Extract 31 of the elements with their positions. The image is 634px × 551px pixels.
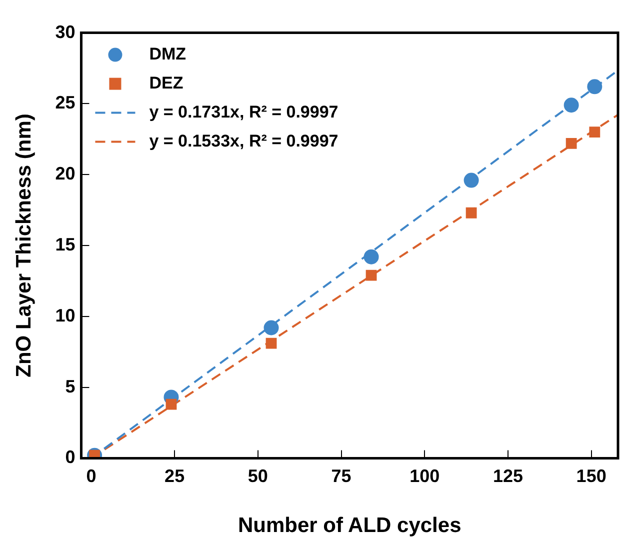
point xyxy=(466,207,477,218)
y-tick-label: 20 xyxy=(55,164,76,184)
point xyxy=(166,398,177,410)
legend-label: y = 0.1533x, R² = 0.9997 xyxy=(149,131,338,150)
y-tick-label: 0 xyxy=(65,447,76,468)
x-tick-label: 75 xyxy=(331,466,352,486)
y-tick-label: 5 xyxy=(65,376,76,396)
legend-label: y = 0.1731x, R² = 0.9997 xyxy=(149,102,338,122)
x-tick-label: 150 xyxy=(576,466,606,486)
point xyxy=(464,172,479,188)
point xyxy=(589,126,600,138)
point xyxy=(364,249,379,264)
x-tick-label: 50 xyxy=(248,466,268,486)
y-tick-label: 15 xyxy=(55,234,76,254)
legend-label: DEZ xyxy=(149,73,184,92)
y-tick-label: 25 xyxy=(55,92,76,113)
x-tick-label: 100 xyxy=(410,466,440,486)
legend-label: DMZ xyxy=(149,44,186,64)
point xyxy=(266,338,277,349)
y-axis-title: ZnO Layer Thickness (nm) xyxy=(12,114,36,378)
point xyxy=(366,270,377,281)
point xyxy=(587,79,602,94)
y-tick-label: 30 xyxy=(55,22,76,42)
y-tick-label: 10 xyxy=(55,305,76,326)
x-tick-label: 25 xyxy=(164,466,185,486)
point xyxy=(564,98,579,113)
point xyxy=(264,320,279,336)
x-tick-label: 125 xyxy=(492,466,523,486)
x-tick-label: 0 xyxy=(86,466,96,486)
x-axis-title: Number of ALD cycles xyxy=(238,514,462,538)
point xyxy=(566,138,577,149)
